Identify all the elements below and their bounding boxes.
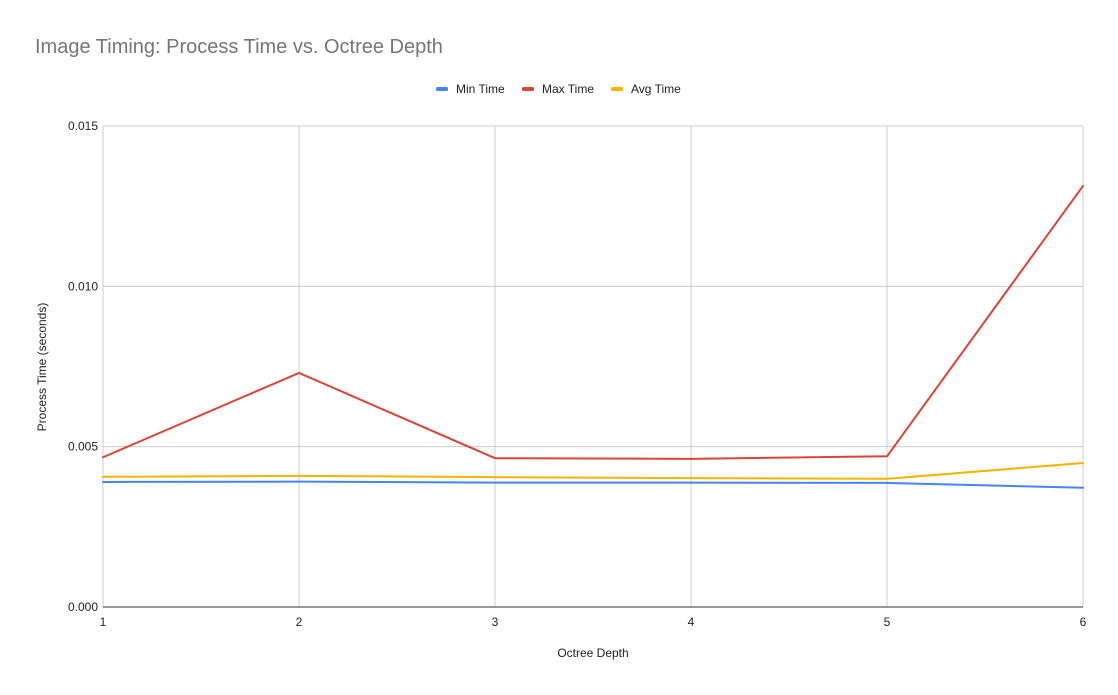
legend-label-min-time: Min Time	[456, 82, 505, 96]
legend-swatch-avg-time	[611, 87, 623, 91]
legend-swatch-max-time	[522, 87, 534, 91]
legend-label-avg-time: Avg Time	[631, 82, 681, 96]
series-line-max-time	[102, 184, 1084, 460]
y-axis-ticks: 0.000 0.005 0.010 0.015	[68, 119, 98, 614]
legend: Min Time Max Time Avg Time	[436, 82, 681, 96]
x-tick-label: 1	[100, 615, 107, 629]
series-lines	[102, 184, 1084, 489]
x-tick-label: 4	[688, 615, 695, 629]
x-tick-label: 3	[492, 615, 499, 629]
y-tick-label: 0.005	[68, 440, 98, 454]
series-line-avg-time	[102, 462, 1084, 480]
x-tick-label: 2	[296, 615, 303, 629]
legend-swatch-min-time	[436, 87, 448, 91]
y-tick-label: 0.015	[68, 119, 98, 133]
y-tick-label: 0.000	[68, 600, 98, 614]
y-axis-title: Process Time (seconds)	[35, 303, 49, 432]
x-axis-ticks: 1 2 3 4 5 6	[100, 615, 1087, 629]
legend-label-max-time: Max Time	[542, 82, 594, 96]
x-tick-label: 5	[884, 615, 891, 629]
series-line-min-time	[102, 480, 1084, 489]
x-tick-label: 6	[1080, 615, 1087, 629]
chart-title: Image Timing: Process Time vs. Octree De…	[35, 36, 443, 58]
y-tick-label: 0.010	[68, 279, 98, 293]
gridlines	[102, 125, 1084, 608]
x-axis-title: Octree Depth	[557, 646, 628, 660]
